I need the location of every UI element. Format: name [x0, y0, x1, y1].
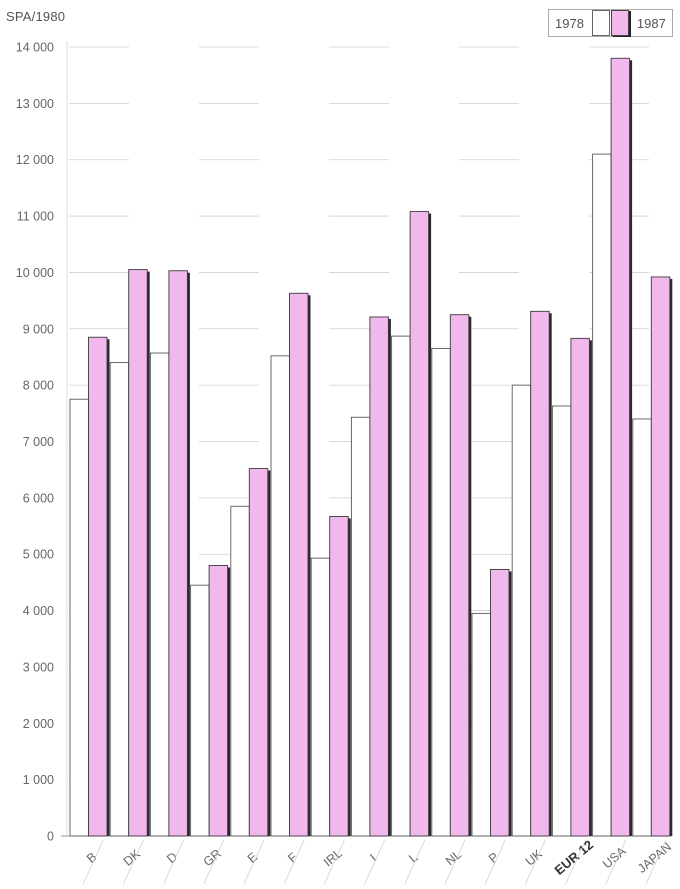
y-tick-label: 13 000 — [16, 97, 54, 111]
bar-1978 — [511, 384, 532, 837]
x-tick-mark — [163, 839, 184, 885]
x-tick-mark — [283, 839, 305, 885]
bar-1987 — [88, 336, 108, 837]
bar-1978 — [310, 557, 331, 837]
legend: 1978 1987 — [548, 8, 673, 38]
y-tick-label: 12 000 — [16, 153, 54, 167]
y-axis-label: SPA/1980 — [6, 9, 66, 24]
bar-1987 — [128, 269, 148, 837]
legend-swatch-1978 — [591, 10, 610, 36]
x-tick-label: JAPAN — [635, 840, 674, 876]
legend-box: 1978 1987 — [548, 9, 673, 37]
bar-1978 — [551, 405, 572, 837]
bar-1987 — [570, 337, 590, 837]
bar-1987 — [650, 276, 671, 837]
x-tick-label: USA — [600, 844, 629, 872]
y-tick-label: 10 000 — [16, 266, 54, 280]
bar-1978 — [431, 348, 451, 837]
bar-1978 — [350, 416, 371, 837]
y-tick-label: 3 000 — [23, 660, 54, 674]
x-tick-label: EUR 12 — [552, 837, 597, 878]
y-tick-label: 9 000 — [23, 322, 54, 336]
bar-1978 — [109, 362, 130, 837]
x-tick-mark — [243, 839, 265, 885]
bar-1978 — [632, 418, 652, 837]
bar-1978 — [471, 612, 491, 837]
x-tick-mark — [324, 839, 345, 885]
legend-label-1978: 1978 — [555, 15, 584, 31]
x-tick-mark — [364, 839, 385, 885]
bar-1978 — [592, 153, 612, 837]
bar-1987 — [449, 314, 470, 837]
bar-1978 — [270, 355, 290, 837]
x-tick-mark — [645, 839, 667, 885]
x-tick-label: I — [367, 851, 379, 864]
x-tick-label: B — [84, 850, 99, 866]
y-tick-label: 5 000 — [23, 548, 54, 562]
y-tick-label: 2 000 — [23, 717, 54, 731]
x-tick-mark — [605, 839, 627, 885]
x-tick-label: D — [164, 850, 180, 867]
y-tick-label: 4 000 — [23, 604, 54, 618]
bar-1987 — [409, 211, 430, 837]
bar-1978 — [230, 505, 250, 837]
x-tick-mark — [203, 839, 225, 885]
bar-1987 — [248, 468, 269, 837]
x-tick-mark — [444, 839, 466, 885]
y-tick-label: 11 000 — [17, 210, 54, 224]
y-tick-label: 7 000 — [23, 435, 54, 449]
x-tick-label: P — [486, 850, 501, 866]
x-tick-mark — [82, 839, 104, 885]
x-tick-mark — [404, 839, 426, 885]
x-tick-mark — [565, 839, 586, 885]
bar-1978 — [69, 398, 89, 837]
bar-1987 — [490, 568, 510, 837]
legend-swatch-1987 — [610, 10, 629, 36]
x-tick-mark — [525, 839, 546, 885]
x-tick-label: E — [245, 850, 260, 866]
bar-1987 — [530, 310, 550, 837]
y-tick-label: 8 000 — [23, 379, 54, 393]
bar-1987 — [610, 57, 631, 837]
legend-label-1987: 1987 — [636, 15, 666, 31]
y-tick-label: 0 — [47, 830, 54, 844]
bar-1987 — [289, 292, 309, 837]
bar-1987 — [208, 565, 229, 837]
bar-1987 — [329, 516, 349, 837]
bar-1987 — [369, 316, 389, 837]
y-tick-label: 1 000 — [23, 773, 54, 787]
x-tick-label: F — [285, 850, 300, 866]
x-tick-label: L — [406, 850, 420, 865]
y-tick-label: 14 000 — [16, 41, 54, 55]
bar-1978 — [149, 352, 170, 837]
x-tick-mark — [484, 839, 506, 885]
bar-1978 — [391, 335, 411, 837]
bar-1978 — [190, 584, 210, 837]
bar-1987 — [168, 270, 188, 837]
x-tick-mark — [123, 839, 144, 885]
y-tick-label: 6 000 — [23, 491, 54, 505]
